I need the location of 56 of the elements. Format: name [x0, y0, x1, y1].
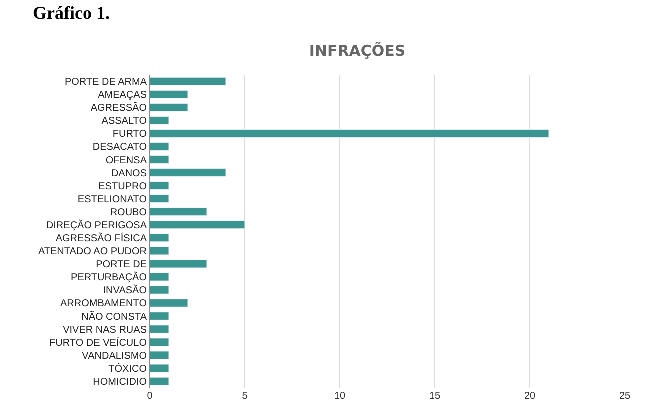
y-tick-label: HOMICIDIO	[93, 376, 148, 388]
x-tick-label: 25	[619, 391, 631, 402]
y-tick-label: ARROMBAMENTO	[60, 298, 148, 310]
y-tick-label: FURTO DE VEÍCULO	[50, 336, 148, 349]
y-tick-label: DIREÇÃO PERIGOSA	[46, 219, 148, 232]
y-tick-label: PORTE DE ARMA	[64, 77, 148, 88]
y-tick-label: VANDALISMO	[82, 350, 148, 362]
y-tick-label: DANOS	[111, 168, 148, 180]
bar	[150, 156, 170, 164]
x-tick-label: 20	[524, 391, 536, 402]
bar	[150, 130, 550, 138]
bar	[150, 377, 170, 386]
y-tick-label: FURTO	[112, 129, 148, 140]
x-tick-label: 15	[429, 391, 441, 402]
bar	[150, 90, 188, 99]
y-tick-label: ESTELIONATO	[78, 194, 148, 206]
bar	[150, 351, 170, 360]
bar	[150, 208, 208, 216]
bar	[150, 338, 170, 347]
y-tick-label: AMEAÇAS	[98, 90, 148, 102]
bar	[150, 220, 246, 230]
y-tick-label: OFENSA	[106, 155, 148, 166]
bar	[150, 246, 170, 256]
bar	[150, 234, 170, 242]
bar	[150, 168, 226, 177]
y-tick-label: VIVER NAS RUAS	[63, 324, 148, 336]
x-tick-label: 5	[242, 391, 248, 402]
y-tick-label: ESTUPRO	[98, 181, 148, 192]
bar	[150, 194, 170, 204]
y-tick-label: AGRESSÃO	[90, 102, 148, 114]
bar	[150, 286, 170, 294]
bar	[150, 325, 170, 334]
bar	[150, 299, 188, 308]
y-tick-label: DESACATO	[92, 142, 148, 154]
y-tick-label: ASSALTO	[102, 116, 148, 128]
y-tick-label: INVASÃO	[103, 284, 148, 297]
bar	[150, 272, 170, 282]
chart-title: INFRAÇÕES	[309, 42, 406, 60]
bar	[150, 77, 226, 86]
x-tick-label: 0	[147, 391, 154, 402]
y-tick-label: TÓXICO	[108, 362, 148, 375]
bar	[150, 142, 170, 151]
y-tick-label: PERTURBAÇÃO	[71, 272, 148, 284]
bar	[150, 182, 170, 190]
y-tick-label: ATENTADO AO PUDOR	[38, 246, 147, 258]
bar	[150, 312, 170, 320]
bar	[150, 116, 170, 125]
y-tick-label: AGRESSÃO FÍSICA	[56, 232, 148, 245]
bar	[150, 364, 170, 373]
bar	[150, 103, 188, 112]
bar	[150, 260, 208, 268]
y-tick-label: ROUBO	[110, 207, 148, 218]
y-tick-label: PORTE DE	[96, 260, 148, 271]
x-tick-label: 10	[334, 391, 346, 402]
y-tick-label: NÃO CONSTA	[82, 310, 148, 323]
text: Gráfico 1.	[33, 3, 110, 23]
